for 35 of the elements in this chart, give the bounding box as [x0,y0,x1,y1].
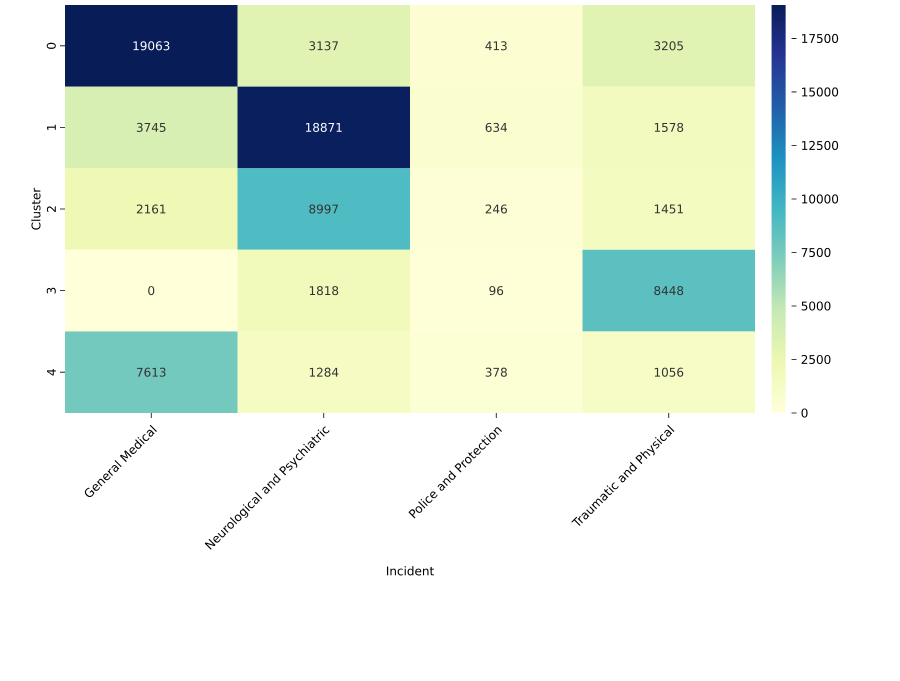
y-tick-label: 4 [47,369,56,376]
data-label: 8997 [309,204,338,214]
color-bar-label: 10000 [802,194,838,204]
data-label: 3137 [309,41,338,50]
y-tick-label: 0 [46,42,56,49]
data-label: 18871 [306,122,342,132]
data-label: 2161 [136,204,166,214]
data-label: 0 [148,286,154,296]
data-label: 378 [486,368,507,377]
color-bar-label: 5000 [802,301,830,311]
color-bar-label: 7500 [802,248,830,258]
data-label: 3205 [654,41,683,50]
data-label: 1578 [654,122,684,132]
data-label: 19063 [133,41,170,50]
data-label: 1284 [310,368,338,377]
data-label: 634 [486,122,508,132]
data-label: 413 [485,41,507,50]
data-label: 8448 [654,286,684,296]
data-label: 3745 [136,122,166,132]
data-label: 1451 [654,204,683,214]
data-label: 7613 [136,368,166,377]
color-bar-label: 17500 [802,34,838,43]
data-label: 246 [486,204,507,214]
y-axis-title: Cluster [31,188,41,230]
color-bar-label: 15000 [802,87,838,96]
data-label: 1056 [654,368,684,377]
color-bar-label: 2500 [802,354,830,364]
y-tick-label: 3 [46,288,56,294]
data-label: 1818 [310,286,338,296]
y-tick-label: 2 [46,206,56,212]
y-tick-label: 1 [47,124,56,130]
x-axis-title: Incident [386,566,434,576]
data-label: 96 [489,286,504,296]
color-bar-label: 12500 [802,140,838,150]
color-bar-label: 0 [802,408,808,418]
